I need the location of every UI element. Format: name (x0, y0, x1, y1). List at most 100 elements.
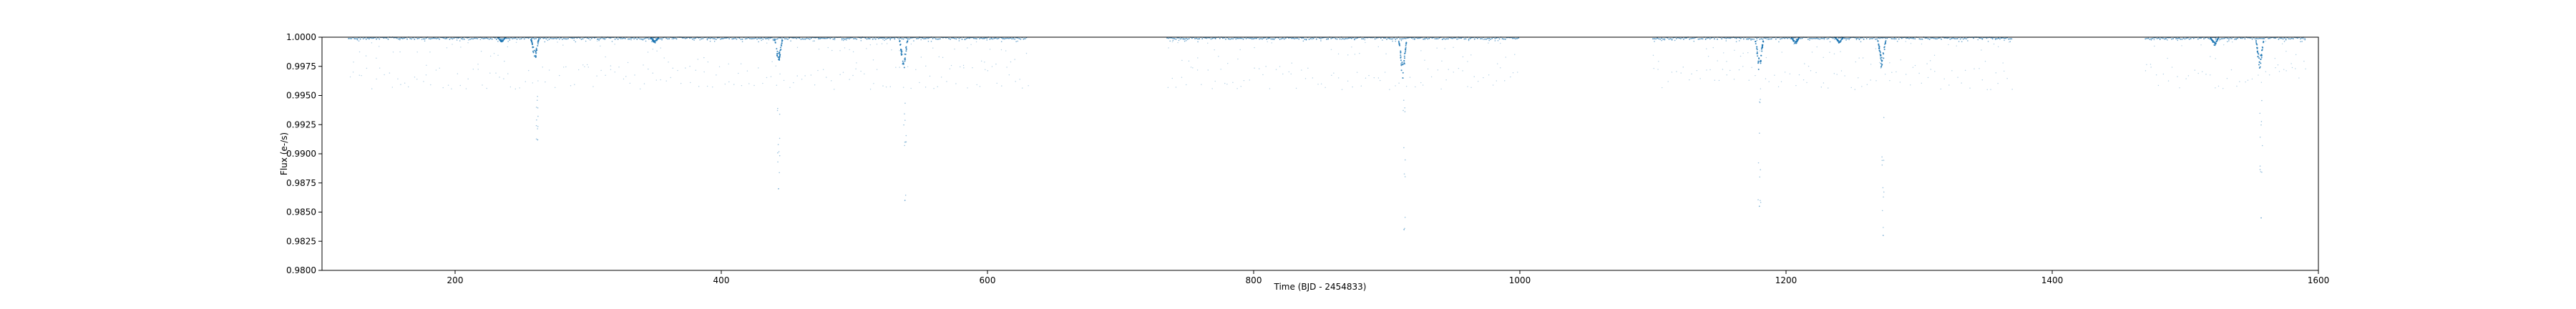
data-point (2256, 51, 2258, 53)
data-point (1405, 48, 1407, 50)
data-point (1751, 67, 1752, 68)
data-point (1256, 37, 1257, 39)
data-point (683, 37, 685, 39)
data-point (829, 37, 831, 39)
data-point (570, 85, 572, 87)
data-point (1738, 69, 1740, 71)
data-point (1301, 69, 1302, 71)
data-point (1757, 199, 1759, 201)
data-point (839, 50, 841, 52)
data-point (673, 38, 675, 40)
data-point (537, 96, 538, 97)
data-point (1756, 37, 1758, 39)
data-point (1017, 40, 1019, 42)
data-point (2175, 38, 2177, 39)
data-point (2145, 38, 2147, 40)
data-point (554, 37, 556, 39)
data-point (1010, 37, 1011, 39)
data-point (1747, 52, 1749, 54)
data-point (1335, 38, 1337, 39)
data-point (975, 41, 977, 43)
data-point (1918, 38, 1921, 40)
data-point (1515, 38, 1516, 40)
data-point (1958, 41, 1960, 42)
data-point (731, 38, 733, 40)
data-point (2187, 75, 2190, 77)
data-point (1999, 38, 2001, 40)
data-point (1913, 38, 1914, 40)
data-point (904, 200, 906, 202)
data-point (1386, 38, 1387, 40)
data-point (1750, 38, 1752, 40)
data-point (1868, 38, 1870, 40)
data-point (1437, 38, 1439, 40)
data-point (628, 38, 629, 40)
data-point (1757, 68, 1760, 70)
data-point (1228, 38, 1229, 40)
x-axis-label: Time (BJD - 2454833) (1274, 282, 1367, 292)
data-point (2260, 82, 2263, 83)
data-point (933, 88, 935, 89)
data-point (996, 38, 998, 40)
data-point (1232, 82, 1234, 84)
data-point (689, 66, 691, 67)
data-point (1848, 39, 1850, 41)
data-point (1239, 49, 1241, 51)
data-point (379, 38, 381, 40)
data-point (766, 77, 768, 79)
data-point (1269, 88, 1271, 89)
data-point (1941, 38, 1942, 40)
data-point (1652, 38, 1654, 40)
y-tick-label: 0.9975 (286, 62, 316, 72)
data-point (685, 67, 686, 69)
data-point (535, 52, 537, 54)
data-point (1403, 229, 1405, 230)
data-point (1840, 38, 1843, 40)
data-point (535, 57, 537, 59)
data-point (1794, 42, 1796, 44)
data-point (430, 84, 431, 86)
data-point (1516, 37, 1518, 39)
data-point (2258, 53, 2260, 55)
data-point (610, 69, 612, 70)
data-point (515, 41, 517, 43)
data-point (1787, 37, 1789, 39)
data-point (450, 37, 452, 39)
data-point (425, 37, 427, 39)
data-point (1769, 38, 1771, 40)
data-point (537, 115, 539, 117)
data-point (1324, 87, 1326, 89)
data-point (1260, 37, 1262, 39)
data-point (2260, 37, 2262, 39)
data-point (1801, 37, 1803, 39)
data-point (1402, 99, 1405, 101)
data-point (822, 69, 824, 70)
data-point (1005, 50, 1007, 52)
data-point (1753, 38, 1755, 40)
data-point (762, 82, 763, 84)
data-point (1881, 210, 1883, 212)
data-point (1280, 38, 1282, 40)
data-point (684, 37, 686, 39)
data-point (1210, 38, 1212, 40)
data-point (2219, 39, 2221, 40)
data-point (661, 38, 663, 40)
data-point (1652, 54, 1654, 57)
data-point (1680, 72, 1682, 74)
data-point (1850, 87, 1852, 89)
data-point (469, 38, 471, 40)
data-point (882, 85, 884, 87)
data-point (1265, 66, 1267, 67)
data-point (2261, 38, 2263, 39)
data-point (1362, 38, 1365, 40)
data-point (777, 152, 779, 154)
data-point (594, 37, 595, 39)
data-point (1349, 37, 1351, 39)
data-point (563, 37, 565, 39)
data-point (1760, 54, 1762, 57)
data-point (899, 40, 901, 42)
data-point (406, 38, 408, 40)
data-point (789, 87, 791, 88)
data-point (531, 42, 533, 44)
data-point (2156, 37, 2158, 39)
